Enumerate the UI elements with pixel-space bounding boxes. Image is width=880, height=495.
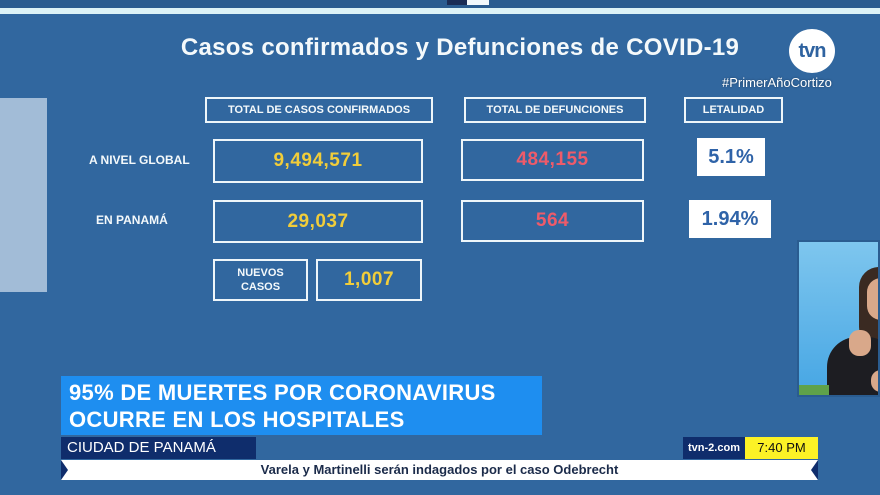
header-lethality: LETALIDAD bbox=[684, 97, 783, 123]
new-cases-label-line1: NUEVOS bbox=[237, 267, 284, 279]
clock: 7:40 PM bbox=[745, 437, 818, 459]
panama-deaths-value: 564 bbox=[535, 210, 570, 231]
location-label: CIUDAD DE PANAMÁ bbox=[61, 437, 256, 459]
panama-deaths: 564 bbox=[461, 200, 644, 242]
news-headline: 95% DE MUERTES POR CORONAVIRUS OCURRE EN… bbox=[61, 376, 542, 435]
interpreter-face bbox=[867, 278, 878, 320]
top-strip bbox=[0, 0, 880, 8]
hashtag: #PrimerAñoCortizo bbox=[722, 75, 832, 90]
board-title: Casos confirmados y Defunciones de COVID… bbox=[180, 34, 740, 61]
interpreter-background-ground bbox=[799, 385, 829, 395]
row-label-panama: EN PANAMÁ bbox=[96, 213, 168, 227]
ticker-right-arrow-icon bbox=[811, 460, 818, 480]
global-lethality: 5.1% bbox=[697, 138, 765, 176]
header-lethality-label: LETALIDAD bbox=[702, 104, 765, 116]
header-confirmed-label: TOTAL DE CASOS CONFIRMADOS bbox=[227, 104, 411, 116]
headline-line1: 95% DE MUERTES POR CORONAVIRUS bbox=[69, 380, 496, 405]
panama-confirmed: 29,037 bbox=[213, 200, 423, 243]
header-deaths-label: TOTAL DE DEFUNCIONES bbox=[486, 104, 624, 116]
news-ticker: Varela y Martinelli serán indagados por … bbox=[61, 460, 818, 480]
row-label-global: A NIVEL GLOBAL bbox=[89, 153, 190, 167]
global-lethality-value: 5.1% bbox=[708, 145, 754, 168]
tvn-logo: tvn bbox=[789, 29, 835, 73]
headline-line2: OCURRE EN LOS HOSPITALES bbox=[69, 407, 405, 432]
sign-language-interpreter-video bbox=[797, 240, 880, 397]
new-cases-value-box: 1,007 bbox=[316, 259, 422, 301]
interpreter-hand bbox=[871, 370, 878, 392]
interpreter-hand bbox=[849, 330, 871, 356]
ticker-left-arrow-icon bbox=[61, 460, 68, 480]
header-confirmed: TOTAL DE CASOS CONFIRMADOS bbox=[205, 97, 433, 123]
global-deaths-value: 484,155 bbox=[516, 149, 589, 170]
top-tab-light bbox=[467, 0, 489, 5]
header-deaths: TOTAL DE DEFUNCIONES bbox=[464, 97, 646, 123]
website-label: tvn-2.com bbox=[683, 437, 745, 459]
global-deaths: 484,155 bbox=[461, 139, 644, 181]
global-confirmed-value: 9,494,571 bbox=[273, 150, 363, 171]
panama-lethality-value: 1.94% bbox=[701, 207, 759, 230]
global-confirmed: 9,494,571 bbox=[213, 139, 423, 183]
panama-lethality: 1.94% bbox=[689, 200, 771, 238]
new-cases-value: 1,007 bbox=[343, 269, 395, 290]
new-cases-label-box: NUEVOS CASOS bbox=[213, 259, 308, 301]
top-divider bbox=[0, 8, 880, 14]
new-cases-label-line2: CASOS bbox=[240, 281, 281, 293]
left-side-panel bbox=[0, 98, 47, 292]
panama-confirmed-value: 29,037 bbox=[287, 210, 349, 232]
ticker-text: Varela y Martinelli serán indagados por … bbox=[260, 462, 619, 477]
top-tab-dark bbox=[447, 0, 467, 5]
